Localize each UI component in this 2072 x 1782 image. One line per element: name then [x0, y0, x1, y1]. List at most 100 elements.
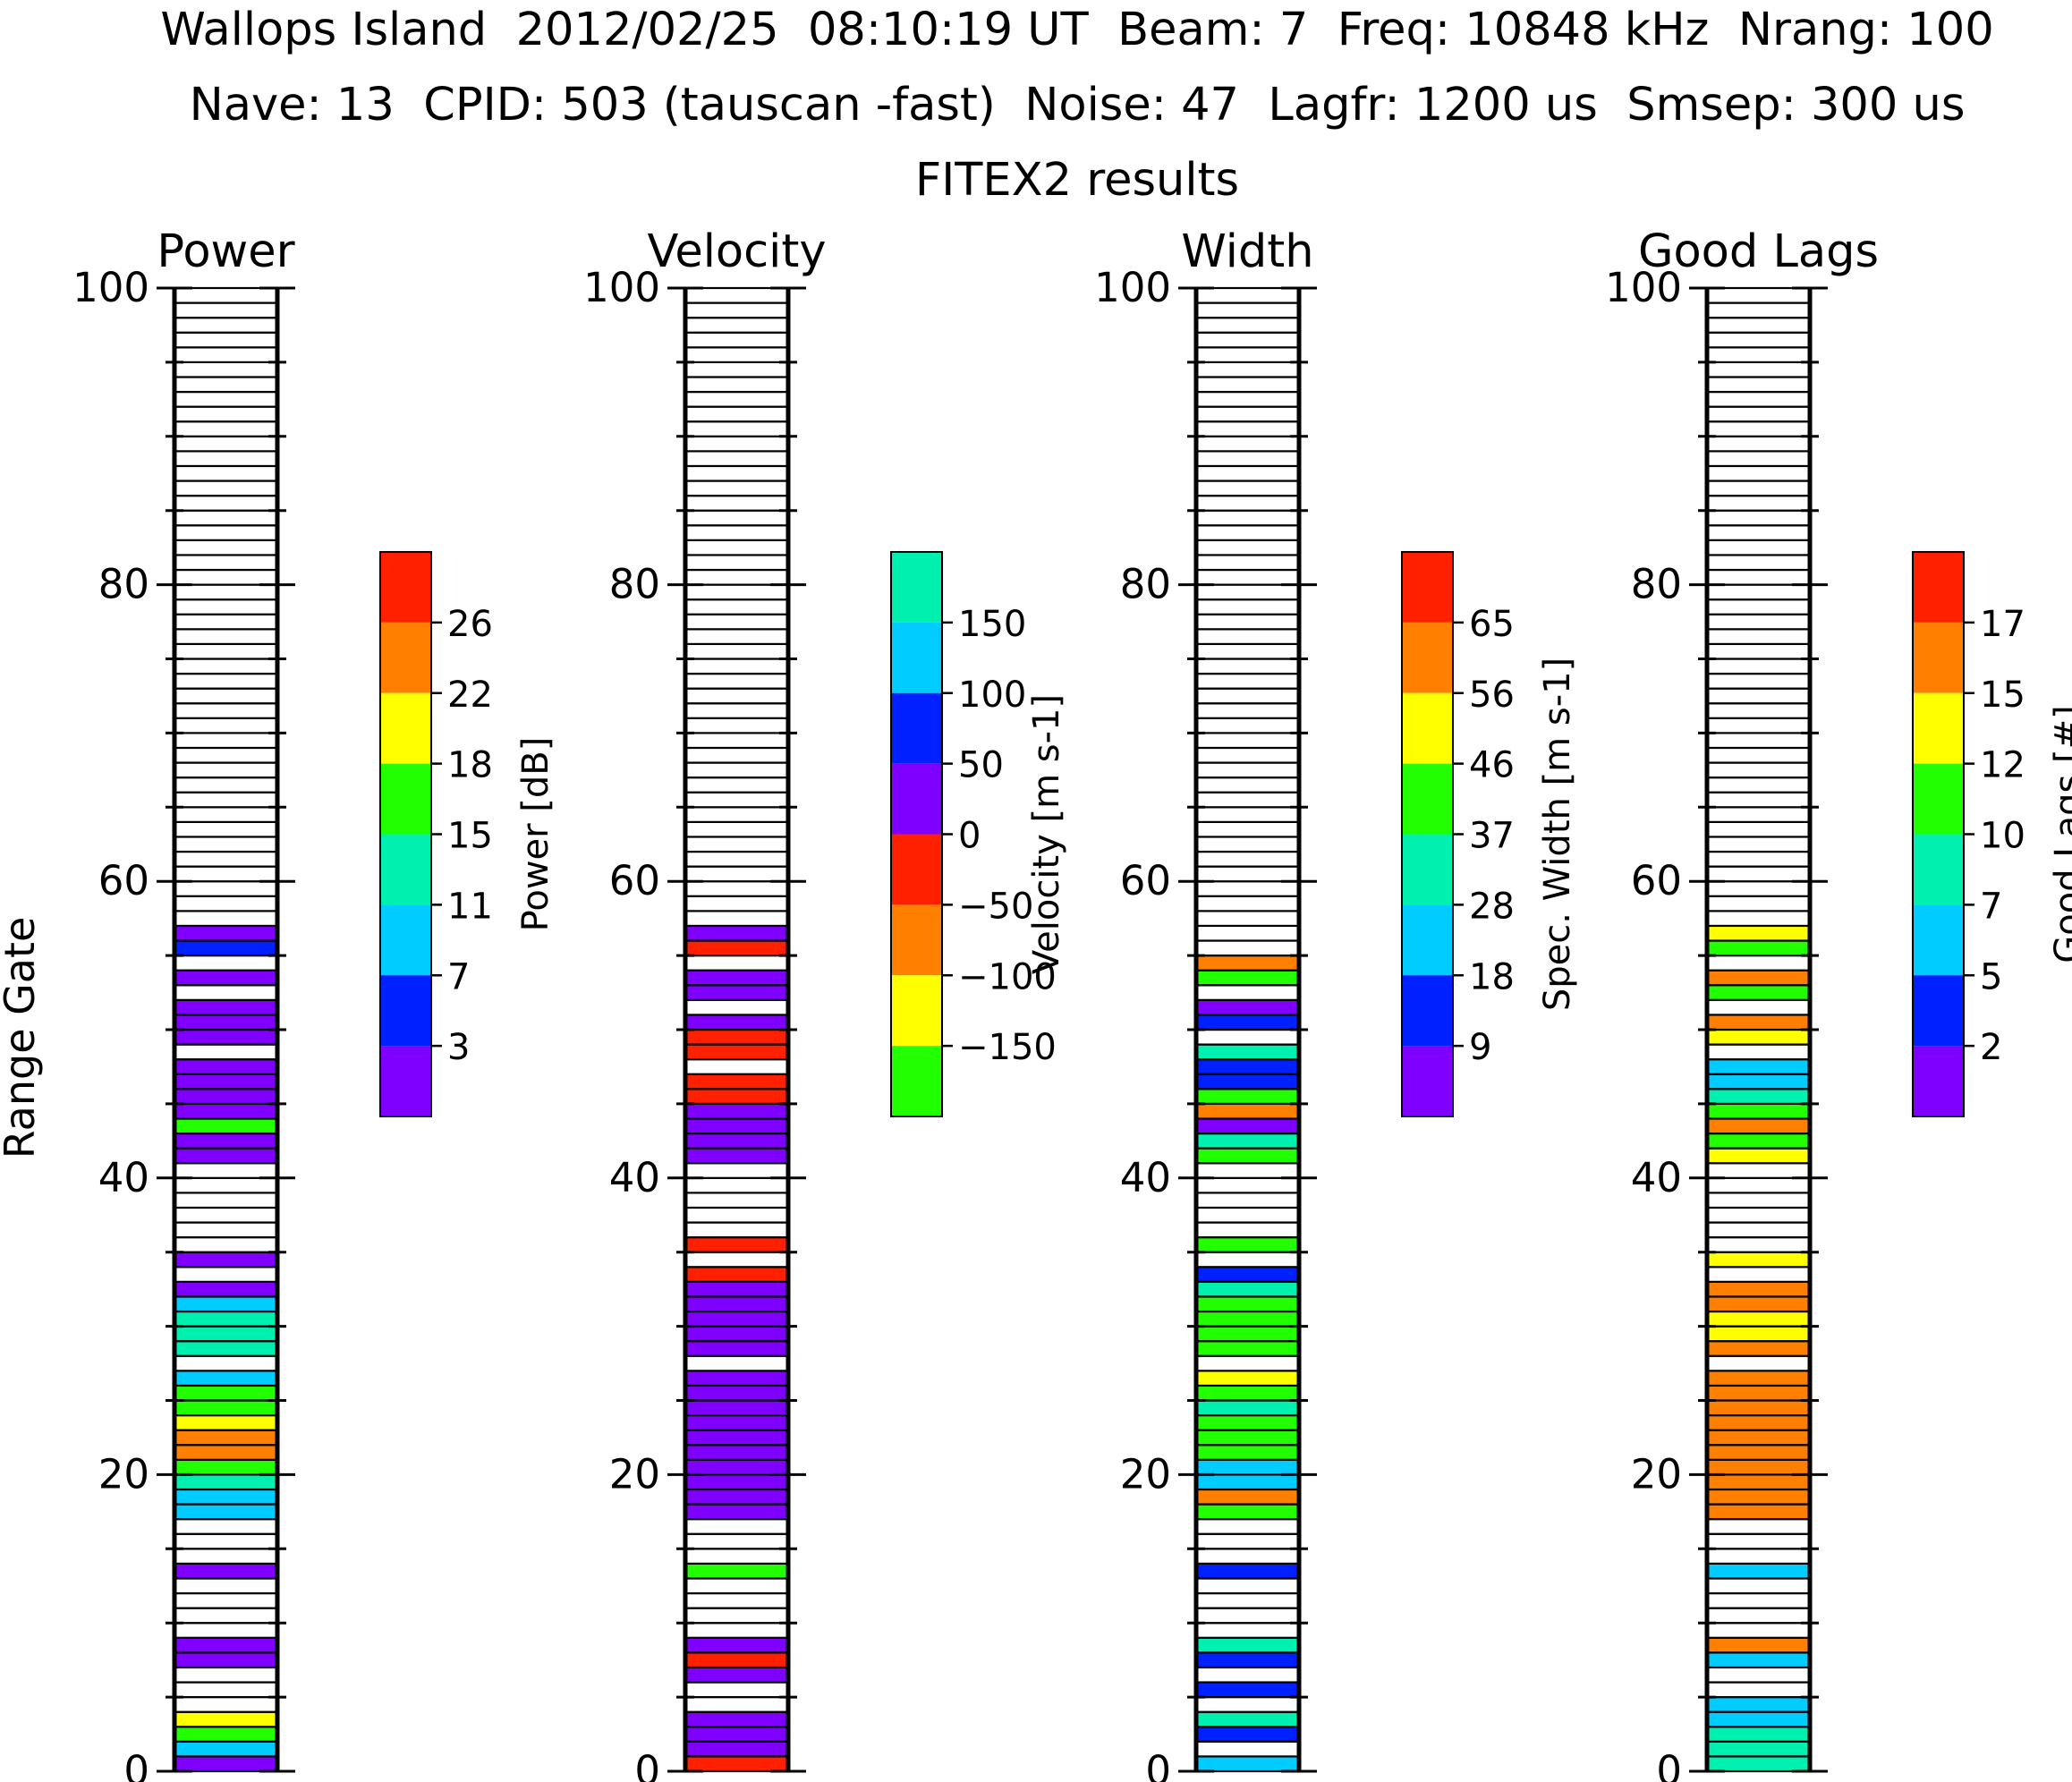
range-gate-cell: [1705, 1444, 1812, 1461]
range-gate-cell: [173, 1132, 279, 1150]
range-gate-cell: [1194, 1251, 1301, 1269]
range-gate-cell: [173, 702, 279, 719]
range-gate-cell: [173, 598, 279, 615]
range-gate-cell: [1194, 405, 1301, 423]
range-gate-cell: [1194, 420, 1301, 437]
range-gate-cell: [684, 524, 790, 541]
range-gate-cell: [173, 1014, 279, 1031]
range-gate-cell: [173, 1399, 279, 1417]
range-gate-cell: [173, 1058, 279, 1075]
range-gate-cell: [173, 1755, 279, 1773]
range-gate-cell: [684, 1755, 790, 1773]
range-gate-cell: [1194, 672, 1301, 690]
range-gate-cell: [173, 1073, 279, 1090]
range-gate-cell: [1705, 1591, 1812, 1609]
range-gate-cell: [1705, 1280, 1812, 1298]
range-gate-cell: [1705, 1206, 1812, 1224]
range-gate-cell: [1705, 1102, 1812, 1120]
range-gate-cell: [1705, 1384, 1812, 1402]
range-gate-cell: [173, 1651, 279, 1669]
colorbar-tick-label: 18: [447, 745, 493, 786]
range-gate-cell: [1194, 791, 1301, 809]
range-gate-cell: [1194, 1710, 1301, 1728]
range-gate-cell: [1194, 732, 1301, 750]
y-tick-label: 0: [634, 1747, 660, 1782]
range-gate-cell: [173, 1310, 279, 1328]
range-gate-cell: [1194, 895, 1301, 912]
colorbar-tick-label: 15: [1980, 675, 2025, 716]
colorbar: 65 56 46 37 28 18 9 Spec. Width [m s-1]: [1401, 551, 1578, 1117]
range-gate-cell: [684, 479, 790, 497]
range-gate-cell: [173, 791, 279, 809]
range-gate-cell: [173, 376, 279, 394]
range-gate-cell: [1194, 658, 1301, 675]
range-gate-cell: [1705, 702, 1812, 719]
range-gate-cell: [1705, 450, 1812, 468]
colorbar-label: Velocity [m s-1]: [1026, 694, 1067, 974]
range-gate-cell: [684, 613, 790, 631]
range-gate-cell: [173, 317, 279, 334]
range-gate-cell: [684, 1266, 790, 1283]
range-gate-cell: [1194, 880, 1301, 897]
range-gate-cell: [173, 1666, 279, 1684]
y-tick-label: 0: [123, 1747, 149, 1782]
range-gate-cell: [1194, 836, 1301, 853]
range-gate-cell: [1705, 939, 1812, 957]
range-gate-cell: [684, 539, 790, 556]
panel-title: Good Lags: [1638, 225, 1879, 278]
range-gate-cell: [173, 1591, 279, 1609]
range-gate-cell: [1194, 390, 1301, 408]
range-gate-cell: [1194, 450, 1301, 468]
range-gate-cell: [1194, 331, 1301, 349]
range-gate-cell: [173, 1473, 279, 1491]
range-gate-cell: [173, 554, 279, 572]
range-gate-cell: [173, 613, 279, 631]
range-gate-cell: [1705, 420, 1812, 437]
colorbar-tick-label: 3: [447, 1027, 470, 1068]
range-gate-cell: [173, 836, 279, 853]
range-gate-cell: [173, 1518, 279, 1535]
colorbar-band: [891, 1046, 942, 1116]
range-gate-cell: [684, 1503, 790, 1521]
range-gate-cell: [684, 1577, 790, 1595]
range-gate-cell: [1194, 628, 1301, 646]
range-gate-cell: [1705, 1014, 1812, 1031]
range-gate-cell: [684, 761, 790, 779]
colorbar-band: [1402, 552, 1453, 623]
range-gate-cell: [1705, 687, 1812, 705]
range-gate-cell: [173, 539, 279, 556]
colorbar-tick-label: 28: [1469, 886, 1515, 927]
colorbar-tick-label: −150: [958, 1027, 1057, 1068]
range-gate-cell: [1705, 1562, 1812, 1580]
range-gate-cell: [684, 1399, 790, 1417]
range-gate-cell: [1705, 1028, 1812, 1046]
y-tick-label: 20: [98, 1450, 149, 1498]
range-gate-cell: [684, 1591, 790, 1609]
range-gate-cell: [1194, 1695, 1301, 1713]
colorbar-band: [1913, 1046, 1964, 1116]
range-gate-cell: [173, 776, 279, 793]
range-gate-cell: [173, 746, 279, 764]
range-gate-cell: [173, 1028, 279, 1046]
colorbar-band: [380, 692, 431, 764]
range-gate-cell: [1194, 850, 1301, 868]
range-gate-cell: [1194, 1221, 1301, 1239]
range-gate-cell: [684, 910, 790, 928]
range-gate-cell: [1705, 405, 1812, 423]
range-gate-cell: [173, 1488, 279, 1506]
y-tick-label: 100: [583, 264, 660, 311]
range-gate-cell: [1705, 1651, 1812, 1669]
y-tick-label: 0: [1145, 1747, 1171, 1782]
range-gate-cell: [1194, 1740, 1301, 1758]
range-gate-cell: [684, 1710, 790, 1728]
colorbar-label: Spec. Width [m s-1]: [1537, 658, 1578, 1011]
header-line-2: Nave: 13 CPID: 503 (tauscan -fast) Noise…: [190, 79, 1966, 132]
range-gate-cell: [1705, 1488, 1812, 1506]
colorbar-tick-label: 2: [1980, 1027, 2002, 1068]
range-gate-cell: [684, 969, 790, 987]
panel-title: Width: [1181, 225, 1313, 278]
range-gate-cell: [173, 672, 279, 690]
range-gate-cell: [684, 1102, 790, 1120]
colorbar: 26 22 18 15 11 7 3 Power [dB]: [379, 551, 556, 1117]
panel-power: Power 0 20 40 60 80 100 26 22 18 15 11 7 3 Power [dB]: [72, 225, 556, 1782]
